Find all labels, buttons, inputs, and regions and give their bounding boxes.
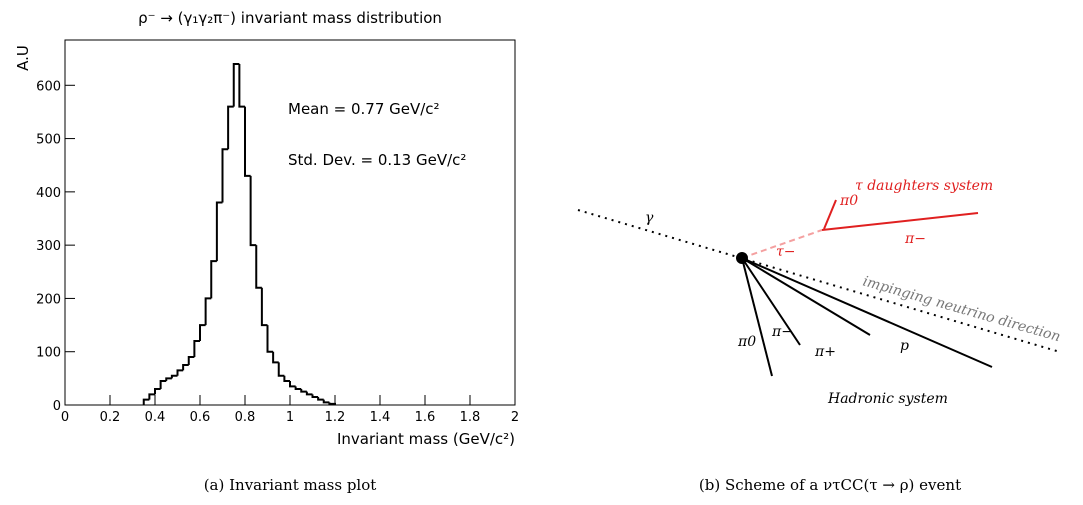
x-tick-label: 1.6 [415, 410, 436, 425]
histogram-bin [311, 394, 319, 399]
histogram-bin [238, 63, 245, 108]
y-tick-label: 200 [36, 292, 61, 307]
histogram-bin [227, 105, 234, 150]
histogram-bin [204, 297, 212, 326]
histogram-bin [142, 398, 150, 405]
histogram-bin [244, 106, 251, 177]
pion-track [821, 212, 979, 231]
histogram-bin [187, 356, 195, 366]
x-tick-label: 0.4 [145, 410, 166, 425]
x-tick-label: 0 [61, 410, 69, 425]
histogram-bin [210, 260, 217, 299]
hadron-track [741, 257, 773, 377]
histogram-bin [328, 402, 336, 405]
caption: (b) Scheme of a ντCC(τ → ρ) event [699, 476, 961, 494]
histogram-bin [182, 364, 189, 371]
y-tick-label: 600 [36, 79, 61, 94]
histogram-bin [305, 391, 313, 396]
y-tick-label: 400 [36, 186, 61, 201]
histogram-bin [221, 148, 229, 203]
label: impinging neutrino direction [861, 273, 1062, 345]
label: τ daughters system [855, 178, 993, 194]
tau-track [741, 229, 823, 259]
histogram-bin [272, 351, 279, 364]
label: p [900, 338, 909, 354]
label: τ− [776, 244, 795, 260]
y-tick-label: 300 [36, 239, 61, 254]
y-axis-label: A.U [14, 45, 32, 71]
histogram-bin [283, 375, 290, 383]
histogram-bin [277, 362, 285, 377]
histogram-bin [289, 381, 296, 388]
x-tick-label: 1.2 [325, 410, 346, 425]
y-tick-label: 0 [53, 399, 61, 414]
histogram-bin [249, 175, 257, 247]
pion-track [823, 199, 837, 230]
histogram-bin [232, 62, 240, 107]
plot-frame [64, 39, 516, 406]
x-tick-label: 0.8 [235, 410, 256, 425]
x-tick-label: 1 [286, 410, 294, 425]
annotation: Std. Dev. = 0.13 GeV/c² [288, 151, 466, 169]
hadron-track [741, 257, 871, 336]
histogram-bin [176, 369, 184, 376]
hadron-track [741, 257, 801, 346]
caption: (a) Invariant mass plot [204, 476, 377, 494]
label: π0 [839, 193, 858, 209]
histogram-bin [170, 374, 178, 379]
label: π− [904, 231, 926, 247]
y-tick-label: 100 [36, 346, 61, 361]
x-axis-label: Invariant mass (GeV/c²) [337, 430, 515, 448]
histogram-bin [199, 324, 206, 342]
histogram-bin [300, 389, 307, 393]
histogram-bin [260, 287, 268, 327]
histogram-bin [165, 377, 172, 382]
histogram-bin [148, 393, 155, 400]
label: π+ [814, 344, 836, 360]
histogram-bin [322, 399, 330, 404]
vertex [736, 252, 748, 264]
histogram-bin [317, 397, 324, 401]
histogram-bin [215, 201, 223, 262]
histogram-bin [193, 340, 200, 358]
x-tick-label: 0.6 [190, 410, 211, 425]
x-tick-label: 0.2 [100, 410, 121, 425]
histogram-bin [154, 388, 161, 395]
histogram-bin [294, 386, 302, 391]
label: γ [645, 210, 654, 226]
diagram: γ π0 τ− π− τ daughters system impinging … [577, 178, 1062, 407]
x-tick-label: 1.4 [370, 410, 391, 425]
x-tick-label: 2 [511, 410, 519, 425]
histogram-bin [266, 325, 274, 353]
label: Hadronic system [827, 391, 948, 407]
hadron-track [741, 257, 993, 368]
y-tick-label: 500 [36, 133, 61, 148]
histogram-bin [255, 245, 262, 289]
label: π− [771, 324, 793, 340]
label: π0 [737, 334, 756, 350]
x-tick-label: 1.8 [460, 410, 481, 425]
chart-title: ρ⁻ → (γ₁γ₂π⁻) invariant mass distributio… [138, 9, 442, 27]
histogram-bin [159, 380, 167, 390]
annotation: Mean = 0.77 GeV/c² [288, 100, 440, 118]
